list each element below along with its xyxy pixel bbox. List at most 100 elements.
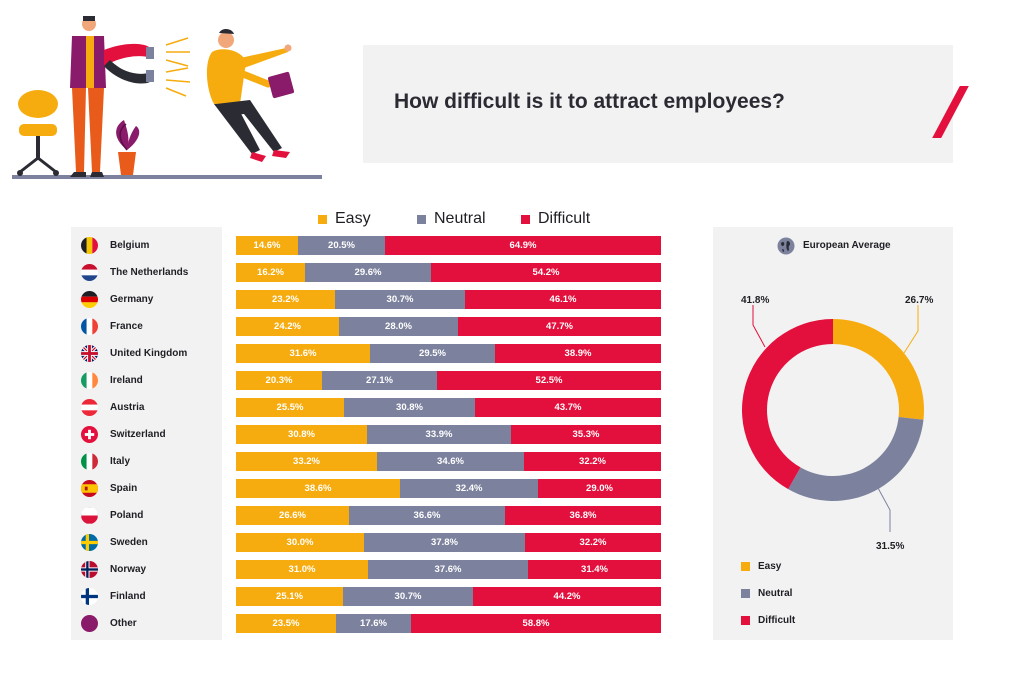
bar-value-label: 31.4%	[581, 564, 608, 575]
country-label: Sweden	[110, 536, 148, 548]
floor-line	[12, 175, 322, 179]
country-row-poland: Poland	[81, 505, 143, 525]
bar-segment-neutral: 29.6%	[305, 263, 431, 282]
bar-value-label: 54.2%	[532, 267, 560, 278]
switzerland-flag-icon	[81, 425, 98, 443]
country-row-finland: Finland	[81, 586, 146, 606]
bar-value-label: 23.5%	[272, 618, 300, 629]
bar-segment-difficult: 47.7%	[458, 317, 661, 336]
the-netherlands-flag-icon	[81, 263, 98, 281]
country-label: United Kingdom	[110, 347, 188, 359]
bar-value-label: 31.0%	[288, 564, 316, 575]
avg-legend-swatch-easy	[741, 562, 750, 571]
bar-segment-neutral: 20.5%	[298, 236, 385, 255]
bar-value-label: 34.6%	[437, 456, 464, 467]
legend-label-easy: Easy	[335, 210, 371, 227]
france-flag-icon	[81, 317, 98, 335]
bar-poland: 26.6% 36.6% 36.8%	[236, 506, 661, 525]
bar-value-label: 29.0%	[586, 483, 613, 494]
bar-value-label: 30.8%	[396, 402, 423, 413]
bar-segment-neutral: 28.0%	[339, 317, 458, 336]
bar-segment-neutral: 27.1%	[322, 371, 437, 390]
bar-spain: 38.6% 32.4% 29.0%	[236, 479, 661, 498]
bar-segment-easy: 24.2%	[236, 317, 339, 336]
chart-title: How difficult is it to attract employees…	[394, 90, 785, 113]
bar-segment-easy: 38.6%	[236, 479, 400, 498]
bar-segment-neutral: 37.6%	[368, 560, 528, 579]
bar-segment-difficult: 43.7%	[475, 398, 661, 417]
bar-value-label: 23.2%	[272, 294, 299, 305]
donut-label-difficult: 41.8%	[741, 295, 769, 306]
bar-france: 24.2% 28.0% 47.7%	[236, 317, 661, 336]
bar-segment-easy: 23.2%	[236, 290, 335, 309]
bar-segment-difficult: 64.9%	[385, 236, 661, 255]
bar-segment-difficult: 44.2%	[473, 587, 661, 606]
country-label: Other	[110, 617, 137, 629]
bar-value-label: 29.5%	[419, 348, 446, 359]
poland-flag-icon	[81, 506, 98, 524]
bar-segment-difficult: 46.1%	[465, 290, 661, 309]
bar-the-netherlands: 16.2% 29.6% 54.2%	[236, 263, 661, 282]
austria-flag-icon	[81, 398, 98, 416]
donut-leader-neutral	[877, 487, 891, 532]
bar-ireland: 20.3% 27.1% 52.5%	[236, 371, 661, 390]
bar-value-label: 30.8%	[288, 429, 315, 440]
country-label: Finland	[110, 590, 146, 602]
bar-segment-neutral: 32.4%	[400, 479, 538, 498]
avg-legend-swatch-neutral	[741, 589, 750, 598]
bar-value-label: 47.7%	[546, 321, 573, 332]
avg-legend-swatch-difficult	[741, 616, 750, 625]
country-row-the-netherlands: The Netherlands	[81, 262, 188, 282]
bar-segment-neutral: 30.7%	[343, 587, 473, 606]
bar-value-label: 25.1%	[276, 591, 303, 602]
bar-value-label: 32.2%	[579, 537, 607, 548]
country-row-sweden: Sweden	[81, 532, 148, 552]
bar-value-label: 29.6%	[354, 267, 382, 278]
donut-slice-difficult	[742, 319, 833, 490]
spain-flag-icon	[81, 479, 98, 497]
country-row-france: France	[81, 316, 143, 336]
flying-man-icon	[206, 28, 295, 162]
united-kingdom-flag-icon	[81, 344, 98, 362]
bar-value-label: 36.6%	[413, 510, 441, 521]
country-label: Italy	[110, 455, 131, 467]
country-row-italy: Italy	[81, 451, 130, 471]
bar-value-label: 38.9%	[564, 348, 592, 359]
country-row-norway: Norway	[81, 559, 146, 579]
bar-value-label: 37.8%	[431, 537, 458, 548]
donut-leader-easy	[903, 305, 919, 354]
legend-swatch-easy	[318, 214, 327, 224]
bar-value-label: 52.5%	[535, 375, 563, 386]
italy-flag-icon	[81, 452, 98, 470]
country-label: Ireland	[110, 374, 143, 386]
bar-segment-easy: 33.2%	[236, 452, 377, 471]
bar-value-label: 32.2%	[579, 456, 606, 467]
avg-legend-label-neutral: Neutral	[758, 588, 793, 599]
country-row-other: Other	[81, 613, 137, 633]
avg-legend-label-difficult: Difficult	[758, 615, 796, 626]
bar-value-label: 16.2%	[257, 267, 284, 278]
bar-value-label: 31.6%	[289, 348, 317, 359]
illustration-magnet-recruiting	[12, 16, 322, 179]
bar-value-label: 64.9%	[509, 240, 537, 251]
plant-icon	[116, 120, 140, 175]
bar-value-label: 20.3%	[265, 375, 293, 386]
bar-value-label: 33.2%	[293, 456, 320, 467]
bar-segment-easy: 30.8%	[236, 425, 367, 444]
finland-flag-icon	[81, 587, 98, 605]
donut-label-neutral: 31.5%	[876, 541, 904, 552]
sweden-flag-icon	[81, 533, 98, 551]
germany-flag-icon	[81, 290, 98, 308]
bar-value-label: 24.2%	[274, 321, 301, 332]
bar-segment-difficult: 58.8%	[411, 614, 661, 633]
bar-segment-difficult: 52.5%	[437, 371, 661, 390]
avg-legend-neutral: Neutral	[741, 588, 792, 599]
country-label: Spain	[110, 482, 138, 494]
donut-slice-neutral	[788, 417, 924, 501]
bar-segment-neutral: 33.9%	[367, 425, 511, 444]
bar-united-kingdom: 31.6% 29.5% 38.9%	[236, 344, 661, 363]
country-row-germany: Germany	[81, 289, 153, 309]
bar-segment-difficult: 31.4%	[528, 560, 661, 579]
bar-segment-easy: 14.6%	[236, 236, 298, 255]
legend-item-easy: Easy	[318, 210, 371, 228]
